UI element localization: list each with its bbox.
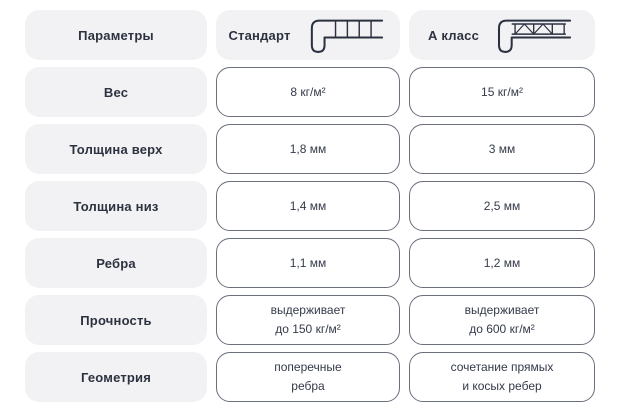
value-cell-strength-aclass: выдерживает до 600 кг/м²	[409, 295, 595, 345]
value-cell-geometry-standard: поперечные ребра	[216, 352, 400, 402]
param-cell-weight: Вес	[25, 67, 207, 117]
value-cell-thickness-bottom-aclass: 2,5 мм	[409, 181, 595, 231]
header-parameters-label: Параметры	[78, 27, 154, 43]
param-cell-strength: Прочность	[25, 295, 207, 345]
param-cell-thickness-bottom: Толщина низ	[25, 181, 207, 231]
value-cell-strength-standard: выдерживает до 150 кг/м²	[216, 295, 400, 345]
header-standard: Стандарт	[216, 10, 400, 60]
param-cell-thickness-top: Толщина верх	[25, 124, 207, 174]
param-cell-ribs: Ребра	[25, 238, 207, 288]
comparison-table: Параметры Стандарт А класс Вес 8 кг/м² 1…	[25, 10, 595, 402]
value-cell-ribs-aclass: 1,2 мм	[409, 238, 595, 288]
sill-profile-aclass-icon	[497, 19, 572, 53]
header-aclass-label: А класс	[427, 27, 479, 43]
header-parameters: Параметры	[25, 10, 207, 60]
header-aclass: А класс	[409, 10, 595, 60]
param-cell-geometry: Геометрия	[25, 352, 207, 402]
value-cell-thickness-top-aclass: 3 мм	[409, 124, 595, 174]
value-cell-geometry-aclass: сочетание прямых и косых ребер	[409, 352, 595, 402]
header-standard-label: Стандарт	[228, 27, 291, 43]
value-cell-ribs-standard: 1,1 мм	[216, 238, 400, 288]
value-cell-thickness-bottom-standard: 1,4 мм	[216, 181, 400, 231]
value-cell-weight-standard: 8 кг/м²	[216, 67, 400, 117]
value-cell-weight-aclass: 15 кг/м²	[409, 67, 595, 117]
sill-profile-standard-icon	[310, 19, 383, 53]
value-cell-thickness-top-standard: 1,8 мм	[216, 124, 400, 174]
